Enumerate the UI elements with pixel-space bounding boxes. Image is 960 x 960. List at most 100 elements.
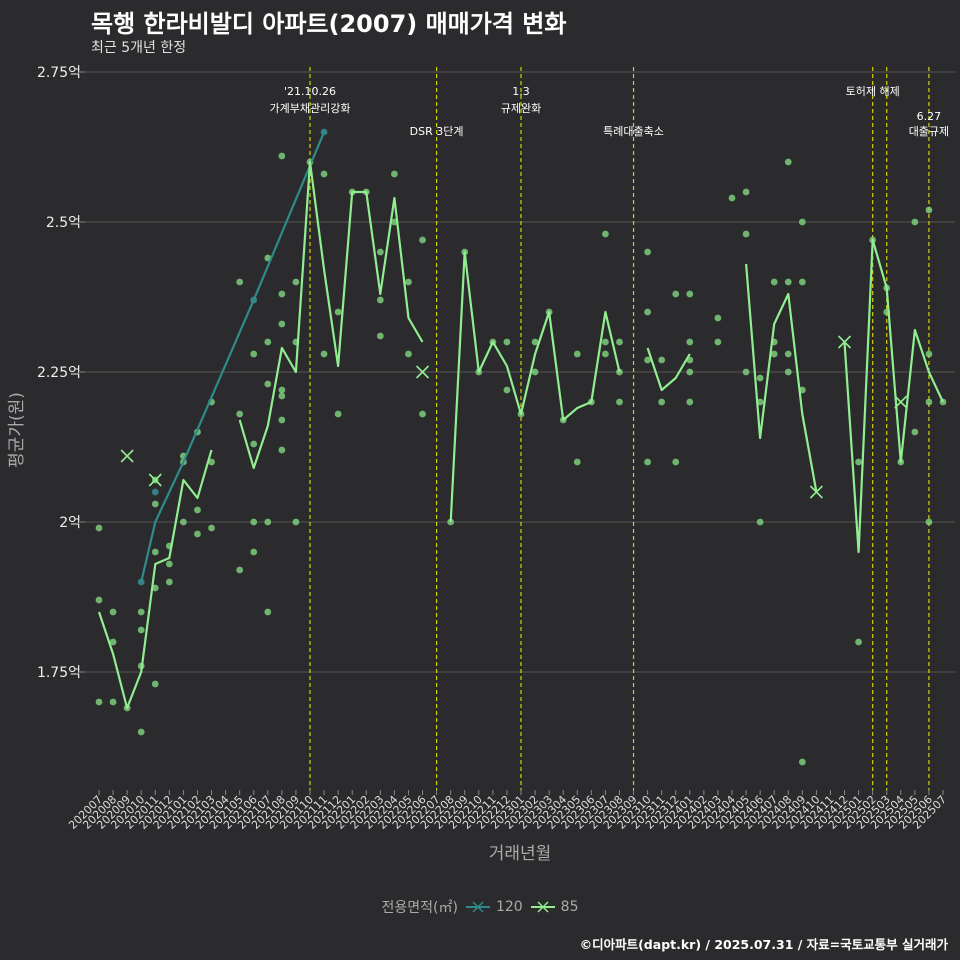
event-label: 토허제 해제 bbox=[846, 84, 900, 98]
data-point-85 bbox=[686, 398, 694, 406]
data-point-85 bbox=[770, 278, 778, 286]
data-point-85 bbox=[151, 584, 159, 592]
data-point-85 bbox=[798, 218, 806, 226]
single-trade-marker-85 bbox=[809, 485, 823, 499]
event-label: 6.27 bbox=[917, 110, 942, 123]
series-lines bbox=[97, 131, 944, 710]
legend-label-85: 85 bbox=[560, 899, 579, 915]
data-point-85 bbox=[264, 608, 272, 616]
data-point-85 bbox=[602, 230, 609, 238]
event-label: 특례대출축소 bbox=[603, 125, 664, 138]
data-point-85 bbox=[644, 356, 651, 364]
data-point-85 bbox=[573, 350, 581, 358]
single-trade-marker-85 bbox=[415, 365, 430, 379]
data-point-85 bbox=[616, 398, 623, 406]
data-point-85 bbox=[658, 356, 666, 364]
data-point-85 bbox=[770, 350, 778, 358]
data-point-85 bbox=[194, 506, 201, 514]
data-point-85 bbox=[686, 338, 694, 346]
event-lines bbox=[309, 67, 930, 790]
data-point-85 bbox=[151, 680, 159, 688]
data-point-85 bbox=[278, 416, 286, 424]
data-point-85 bbox=[278, 320, 286, 328]
data-point-85 bbox=[447, 518, 455, 526]
data-point-85 bbox=[194, 530, 201, 538]
data-point-85 bbox=[658, 398, 666, 406]
data-point-120 bbox=[151, 488, 159, 496]
data-point-85 bbox=[292, 518, 300, 526]
chart-title: 목행 한라비발디 아파트(2007) 매매가격 변화 bbox=[91, 10, 567, 38]
y-tick-label: 1.75억 bbox=[37, 665, 81, 681]
credit-text: ©디아파트(dapt.kr) / 2025.07.31 / 자료=국토교통부 실… bbox=[579, 937, 948, 952]
data-point-85 bbox=[391, 170, 398, 178]
data-point-85 bbox=[334, 308, 342, 316]
event-label: 가계부채관리강화 bbox=[270, 102, 351, 115]
event-label: 규제완화 bbox=[501, 102, 541, 115]
data-point-85 bbox=[137, 608, 145, 616]
data-point-85 bbox=[208, 458, 215, 466]
legend-key-85: 85 bbox=[530, 899, 579, 915]
data-point-85 bbox=[925, 206, 933, 214]
data-point-85 bbox=[925, 398, 933, 406]
series-line-85 bbox=[97, 449, 213, 710]
data-point-85 bbox=[278, 392, 286, 400]
data-point-85 bbox=[109, 638, 117, 646]
gridlines bbox=[85, 71, 955, 673]
chart-subtitle: 최근 5개년 한정 bbox=[91, 40, 187, 56]
data-point-85 bbox=[742, 188, 750, 196]
data-point-85 bbox=[686, 290, 694, 298]
data-point-85 bbox=[798, 758, 806, 766]
data-point-85 bbox=[742, 230, 750, 238]
data-point-85 bbox=[855, 458, 862, 466]
single-trade-marker-85 bbox=[148, 473, 162, 487]
data-point-85 bbox=[602, 350, 609, 358]
data-point-85 bbox=[376, 332, 384, 340]
data-point-85 bbox=[165, 560, 173, 568]
data-point-85 bbox=[644, 308, 651, 316]
data-point-85 bbox=[250, 548, 258, 556]
series-line-85 bbox=[238, 160, 424, 470]
data-point-85 bbox=[672, 290, 680, 298]
data-point-85 bbox=[264, 380, 272, 388]
data-point-85 bbox=[137, 728, 145, 736]
data-point-85 bbox=[503, 338, 511, 346]
event-label: '21.10.26 bbox=[284, 85, 336, 98]
data-point-85 bbox=[320, 170, 328, 178]
y-tick-label: 2억 bbox=[59, 515, 81, 531]
data-point-85 bbox=[855, 638, 862, 646]
event-label: 대출규제 bbox=[909, 125, 949, 138]
data-point-85 bbox=[165, 578, 173, 586]
data-point-85 bbox=[180, 518, 187, 526]
y-tick-label: 2.75억 bbox=[37, 65, 81, 81]
data-point-85 bbox=[292, 278, 300, 286]
data-point-85 bbox=[714, 314, 722, 322]
series-line-85 bbox=[843, 238, 944, 554]
data-point-85 bbox=[573, 458, 581, 466]
data-point-85 bbox=[151, 500, 159, 508]
data-point-85 bbox=[644, 248, 651, 256]
data-point-85 bbox=[616, 338, 623, 346]
data-point-85 bbox=[784, 278, 792, 286]
data-point-85 bbox=[419, 410, 426, 418]
legend-symbol-120 bbox=[465, 901, 490, 913]
data-point-85 bbox=[264, 338, 272, 346]
data-point-85 bbox=[250, 518, 258, 526]
data-point-85 bbox=[925, 350, 933, 358]
data-point-85 bbox=[644, 458, 651, 466]
y-tick-label: 2.5억 bbox=[46, 215, 81, 231]
data-point-85 bbox=[784, 158, 792, 166]
data-point-85 bbox=[236, 566, 244, 574]
data-point-85 bbox=[798, 278, 806, 286]
data-point-85 bbox=[531, 338, 539, 346]
data-point-85 bbox=[278, 386, 286, 394]
data-point-85 bbox=[925, 518, 933, 526]
legend-key-120: 120 bbox=[465, 899, 523, 915]
data-point-85 bbox=[250, 440, 258, 448]
data-point-85 bbox=[419, 236, 426, 244]
data-point-85 bbox=[714, 338, 722, 346]
data-point-85 bbox=[95, 596, 103, 604]
data-point-85 bbox=[405, 278, 412, 286]
data-point-85 bbox=[672, 458, 680, 466]
